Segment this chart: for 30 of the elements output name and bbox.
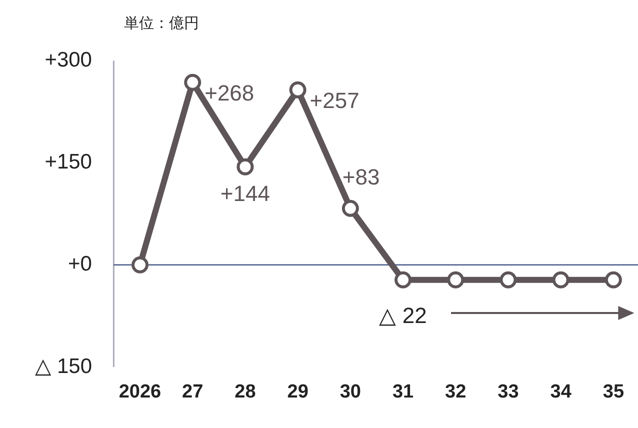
point: [500, 271, 517, 288]
y-tick-label: +150: [44, 150, 92, 174]
data-label: +257: [310, 88, 360, 113]
y-tick-label: △ 150: [35, 354, 92, 378]
point: [604, 271, 622, 288]
x-tick-label: 31: [392, 382, 414, 403]
point: [447, 271, 464, 288]
annotation: △ 22: [379, 302, 427, 328]
x-tick-label: 30: [340, 382, 361, 403]
x-tick-label: 2026: [118, 382, 162, 403]
point: [289, 81, 306, 98]
x-tick-label: 29: [287, 382, 308, 403]
point: [342, 200, 359, 217]
x-tick-label: 28: [234, 382, 256, 403]
x-tick-label: 32: [445, 382, 466, 403]
point: [236, 158, 254, 176]
data-label: +268: [204, 80, 254, 106]
x-tick-label: 34: [550, 382, 572, 403]
point: [552, 271, 570, 288]
data-label: +83: [342, 164, 380, 190]
point: [394, 271, 412, 288]
point: [132, 256, 148, 274]
text: 単位：億円: [124, 14, 199, 33]
point: [184, 74, 202, 91]
y-tick-label: +300: [44, 48, 92, 72]
x-tick-label: 27: [182, 382, 204, 403]
x-tick-label: 35: [602, 382, 624, 403]
x-tick-label: 33: [498, 382, 519, 403]
data-label: +144: [220, 180, 270, 206]
y-tick-label: +0: [68, 252, 92, 276]
